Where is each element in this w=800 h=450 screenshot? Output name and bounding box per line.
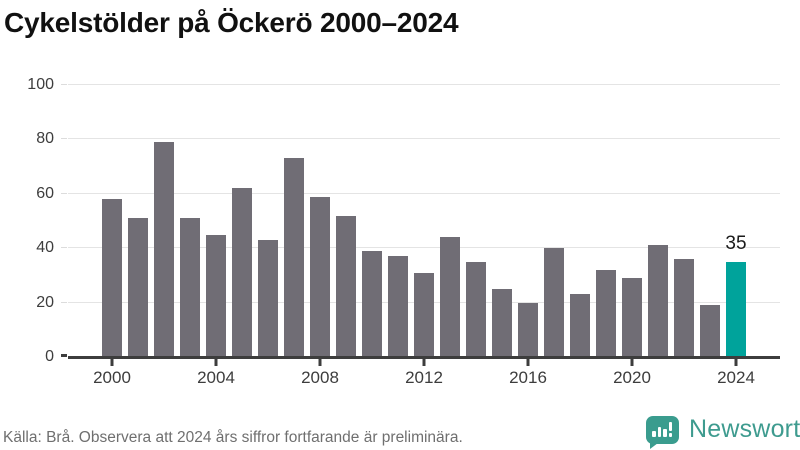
y-tick-label-80: 80 [36, 130, 54, 148]
bar-2019 [596, 269, 616, 357]
bar-2000 [102, 199, 122, 357]
gridline-80 [68, 138, 780, 140]
y-tick-20 [61, 301, 67, 303]
bar-2001 [128, 218, 148, 357]
page-title: Cykelstölder på Öckerö 2000–2024 [4, 7, 459, 38]
bar-2018 [570, 294, 590, 357]
y-tick-label-20: 20 [36, 293, 54, 311]
x-tick-label-2008: 2008 [301, 368, 339, 387]
y-tick-80 [61, 138, 67, 140]
x-tick-label-2016: 2016 [509, 368, 547, 387]
bar-2005 [232, 188, 252, 357]
x-tick-label-2012: 2012 [405, 368, 443, 387]
x-tick-2004 [214, 359, 218, 366]
y-tick-label-100: 100 [27, 76, 54, 93]
bar-2017 [544, 248, 564, 357]
x-tick-label-2020: 2020 [613, 368, 651, 387]
bar-2016 [518, 302, 538, 357]
x-tick-2000 [110, 359, 114, 366]
y-tick-40 [61, 247, 67, 249]
speech-bubble-chart-icon [646, 415, 679, 449]
plot-area: 35 [68, 84, 780, 357]
bar-2011 [388, 256, 408, 357]
bar-2009 [336, 215, 356, 357]
gridline-100 [68, 84, 780, 85]
y-tick-label-0: 0 [45, 348, 54, 365]
bar-2006 [258, 240, 278, 357]
bar-2004 [206, 234, 226, 357]
bar-2002 [154, 142, 174, 357]
bar-2021 [648, 245, 668, 357]
highlight-value-label: 35 [725, 232, 747, 254]
gridline-60 [68, 192, 780, 194]
bar-2015 [492, 289, 512, 357]
x-tick-label-2004: 2004 [197, 368, 235, 387]
bar-2023 [700, 305, 720, 357]
x-tick-label-2000: 2000 [93, 368, 131, 387]
bar-2020 [622, 278, 642, 357]
bar-2024 [726, 261, 746, 357]
x-tick-2012 [422, 359, 426, 366]
exclamation-glyph [668, 421, 673, 437]
x-tick-2016 [526, 359, 530, 366]
x-tick-2008 [318, 359, 322, 366]
x-tick-label-2024: 2024 [717, 368, 755, 387]
gridline-40 [68, 247, 780, 249]
x-tick-2024 [734, 359, 738, 366]
y-tick-label-60: 60 [36, 184, 54, 202]
x-tick-2020 [630, 359, 634, 366]
bar-2013 [440, 237, 460, 357]
y-tick-label-40: 40 [36, 239, 54, 257]
bar-2010 [362, 250, 382, 357]
bar-2008 [310, 196, 330, 357]
brand-name: Newsworthy [689, 415, 800, 443]
bar-2022 [674, 259, 694, 357]
y-tick-0 [61, 354, 67, 357]
y-tick-60 [61, 192, 67, 194]
source-note: Källa: Brå. Observera att 2024 års siffr… [3, 429, 463, 446]
brand-logo: Newsworthy [646, 415, 800, 449]
y-tick-100 [61, 84, 67, 85]
bar-2014 [466, 261, 486, 357]
bar-2003 [180, 218, 200, 357]
y-axis: 0 20 40 60 80 100 [0, 76, 68, 365]
bar-2012 [414, 272, 434, 357]
x-axis-line [68, 356, 780, 359]
bar-2007 [284, 158, 304, 357]
